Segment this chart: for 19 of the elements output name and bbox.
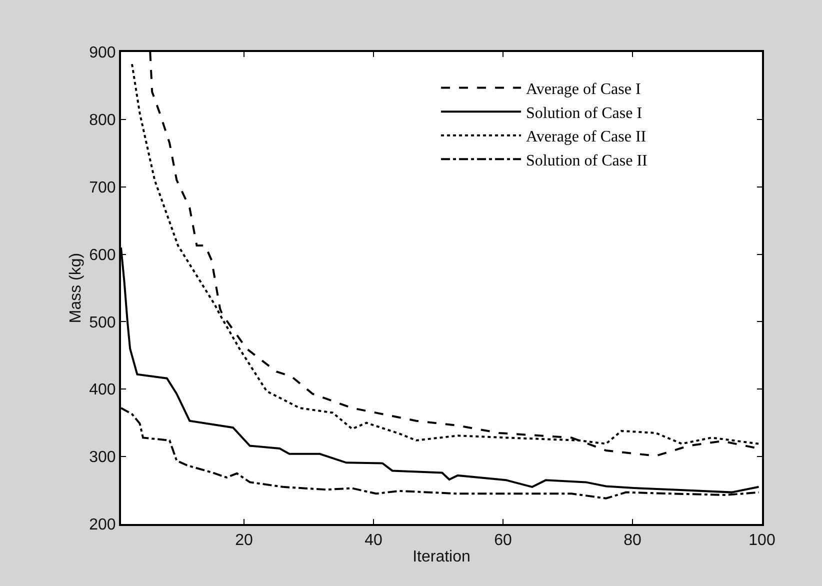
x-tick-label: 20 [235, 532, 254, 550]
legend-label: Average of Case II [526, 128, 646, 146]
y-tick-label: 200 [89, 516, 116, 534]
x-tick-label: 40 [364, 532, 383, 550]
y-tick-label: 800 [89, 112, 116, 130]
legend-label: Solution of Case II [526, 152, 648, 170]
y-tick-label: 300 [89, 449, 116, 466]
x-tick-label: 100 [748, 532, 776, 550]
y-tick-label: 500 [89, 314, 116, 332]
x-tick-label: 80 [624, 532, 642, 550]
y-tick-label: 700 [89, 179, 116, 196]
y-tick-label: 600 [89, 246, 116, 264]
legend-label: Solution of Case I [526, 104, 642, 122]
y-axis-title: Mass (kg) [67, 252, 84, 324]
legend-label: Average of Case I [526, 81, 641, 98]
x-axis-title: Iteration [412, 548, 470, 566]
y-tick-label: 900 [89, 44, 116, 62]
y-tick-label: 400 [89, 382, 116, 399]
x-tick-label: 60 [494, 532, 512, 550]
